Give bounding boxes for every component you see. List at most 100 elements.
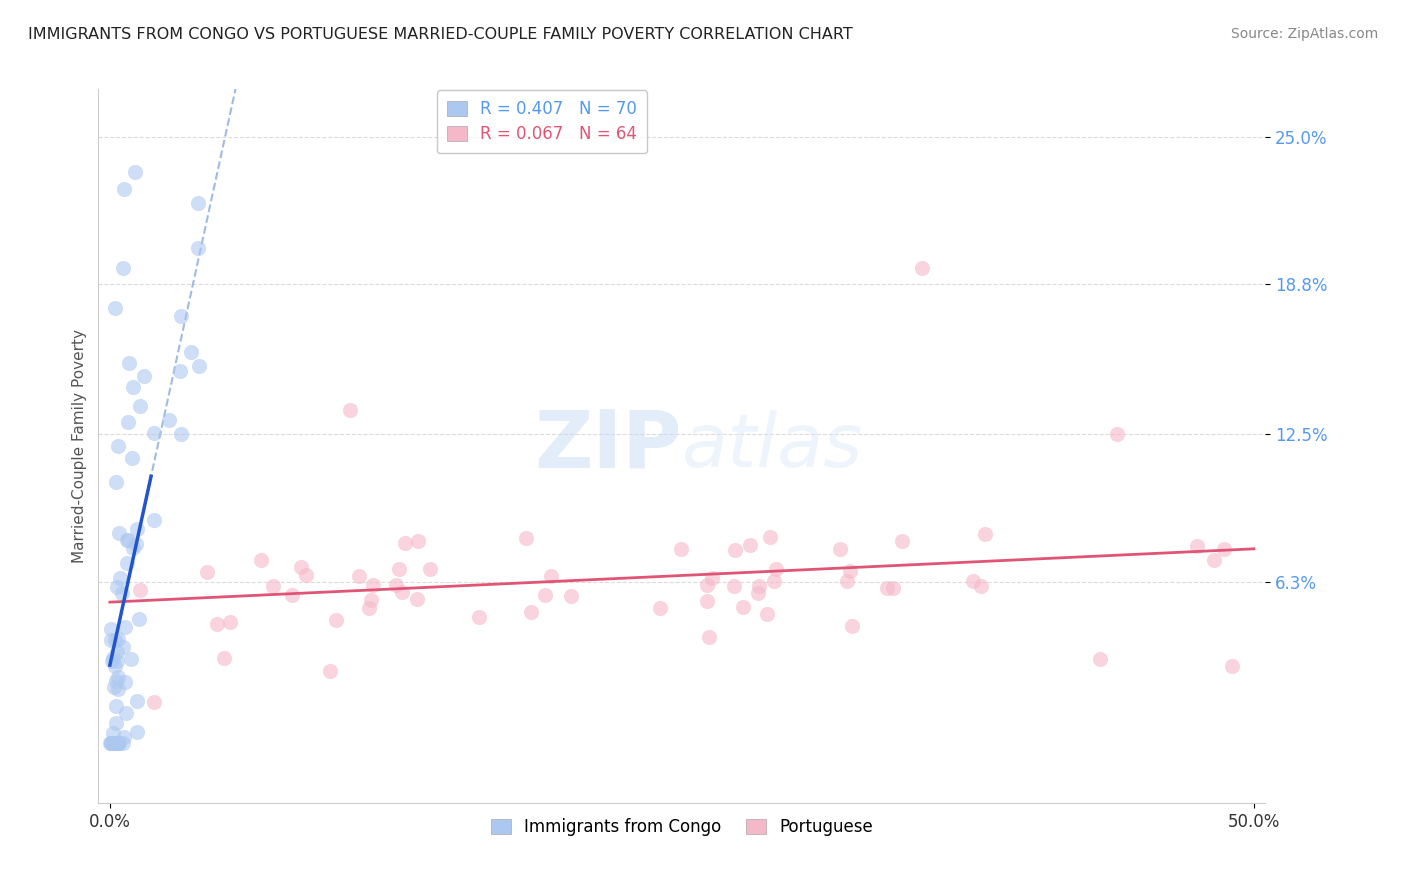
Point	[100, 623, 122, 637]
Point	[104, 736, 127, 750]
Point	[280, 588, 302, 602]
Point	[219, 615, 242, 629]
Point	[100, 633, 122, 648]
Point	[970, 579, 993, 593]
Point	[357, 601, 380, 615]
Point	[195, 565, 218, 579]
Point	[143, 695, 166, 709]
Point	[142, 426, 165, 441]
Point	[98, 736, 121, 750]
Point	[112, 730, 135, 744]
Point	[118, 356, 141, 370]
Point	[114, 675, 136, 690]
Point	[104, 633, 127, 648]
Point	[1220, 658, 1243, 673]
Point	[419, 561, 441, 575]
Point	[250, 552, 273, 566]
Point	[723, 579, 745, 593]
Point	[169, 426, 191, 441]
Point	[105, 716, 128, 731]
Point	[125, 537, 148, 551]
Point	[115, 556, 138, 570]
Point	[515, 531, 537, 545]
Point	[105, 645, 128, 659]
Point	[384, 578, 406, 592]
Point	[408, 534, 430, 549]
Point	[128, 612, 150, 626]
Point	[104, 475, 127, 489]
Point	[107, 526, 129, 541]
Point	[104, 736, 127, 750]
Point	[188, 359, 211, 374]
Point	[387, 562, 409, 576]
Point	[105, 736, 128, 750]
Point	[104, 301, 127, 315]
Point	[534, 588, 557, 602]
Point	[839, 564, 862, 578]
Point	[108, 572, 131, 586]
Point	[214, 651, 236, 665]
Text: atlas: atlas	[682, 410, 863, 482]
Point	[669, 541, 692, 556]
Point	[648, 600, 671, 615]
Point	[127, 522, 149, 536]
Point	[117, 415, 139, 429]
Point	[962, 574, 984, 589]
Point	[187, 241, 209, 255]
Point	[108, 736, 131, 750]
Point	[876, 581, 898, 595]
Point	[180, 345, 202, 359]
Point	[142, 513, 165, 527]
Point	[697, 630, 720, 644]
Point	[325, 613, 347, 627]
Point	[361, 578, 384, 592]
Point	[391, 585, 413, 599]
Point	[107, 439, 129, 453]
Point	[105, 654, 128, 668]
Point	[129, 399, 152, 413]
Point	[107, 632, 129, 646]
Point	[105, 736, 128, 750]
Point	[125, 694, 148, 708]
Text: ZIP: ZIP	[534, 407, 682, 485]
Point	[169, 364, 191, 378]
Point	[103, 650, 125, 665]
Point	[112, 182, 135, 196]
Point	[1090, 652, 1112, 666]
Point	[830, 541, 852, 556]
Point	[187, 196, 209, 211]
Point	[100, 736, 122, 750]
Point	[111, 640, 134, 654]
Point	[731, 600, 754, 615]
Point	[103, 680, 125, 694]
Point	[696, 594, 718, 608]
Point	[394, 536, 416, 550]
Point	[765, 561, 787, 575]
Point	[1185, 540, 1208, 554]
Point	[101, 726, 124, 740]
Point	[540, 569, 562, 583]
Point	[107, 736, 129, 750]
Point	[560, 589, 582, 603]
Legend: Immigrants from Congo, Portuguese: Immigrants from Congo, Portuguese	[482, 810, 882, 845]
Point	[107, 736, 129, 750]
Point	[911, 260, 934, 275]
Point	[170, 309, 193, 323]
Point	[1105, 427, 1128, 442]
Point	[111, 736, 134, 750]
Point	[468, 610, 491, 624]
Point	[105, 699, 128, 714]
Point	[101, 654, 124, 668]
Point	[748, 579, 770, 593]
Point	[129, 583, 152, 598]
Point	[738, 538, 761, 552]
Point	[295, 568, 318, 582]
Point	[105, 580, 128, 594]
Point	[121, 541, 143, 556]
Point	[207, 617, 229, 632]
Point	[117, 533, 139, 547]
Point	[121, 450, 143, 465]
Point	[101, 736, 124, 750]
Point	[339, 403, 361, 417]
Point	[724, 543, 747, 558]
